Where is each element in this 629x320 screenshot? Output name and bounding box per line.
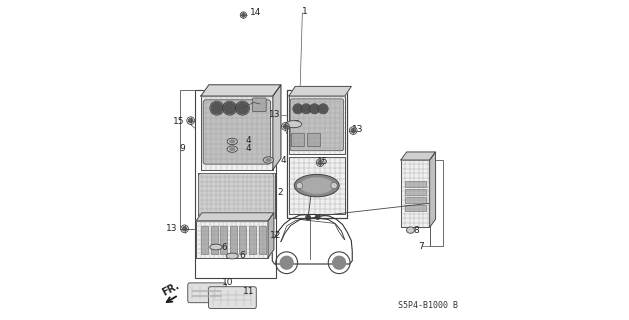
Bar <box>249 226 256 254</box>
Bar <box>201 226 208 254</box>
Bar <box>404 197 426 203</box>
Bar <box>196 221 268 258</box>
Bar <box>201 96 273 170</box>
Ellipse shape <box>264 157 274 163</box>
Bar <box>291 133 304 146</box>
Circle shape <box>283 124 287 129</box>
Ellipse shape <box>230 140 235 143</box>
Bar <box>430 160 442 246</box>
Text: 9: 9 <box>179 144 185 153</box>
Bar <box>201 96 273 170</box>
Bar <box>287 90 347 218</box>
Ellipse shape <box>286 121 302 128</box>
Circle shape <box>211 102 223 114</box>
Polygon shape <box>401 152 435 160</box>
Bar <box>289 96 345 154</box>
Text: 15: 15 <box>317 157 328 166</box>
Ellipse shape <box>406 227 415 233</box>
Polygon shape <box>430 152 435 227</box>
Polygon shape <box>289 86 352 96</box>
Text: S5P4-B1000 B: S5P4-B1000 B <box>399 301 459 310</box>
Circle shape <box>182 227 187 231</box>
Circle shape <box>224 102 235 114</box>
Text: 3: 3 <box>320 186 326 195</box>
Text: 13: 13 <box>352 125 364 134</box>
Text: 13: 13 <box>269 110 281 119</box>
Bar <box>239 226 247 254</box>
Circle shape <box>318 160 323 165</box>
Bar <box>220 226 227 254</box>
Polygon shape <box>268 213 274 258</box>
Ellipse shape <box>294 174 339 197</box>
Circle shape <box>189 118 192 123</box>
Bar <box>404 189 426 195</box>
Text: 14: 14 <box>250 8 261 17</box>
Bar <box>289 157 345 214</box>
Circle shape <box>316 215 320 219</box>
Bar <box>198 173 274 218</box>
Text: 10: 10 <box>221 278 233 287</box>
Circle shape <box>310 105 319 113</box>
Text: 2: 2 <box>277 188 283 197</box>
Ellipse shape <box>300 177 333 194</box>
Text: 5: 5 <box>294 120 299 129</box>
Bar <box>194 90 276 278</box>
Polygon shape <box>201 85 281 96</box>
Circle shape <box>306 215 310 220</box>
Circle shape <box>294 105 302 113</box>
FancyBboxPatch shape <box>252 98 266 112</box>
Text: 1: 1 <box>303 7 308 16</box>
FancyBboxPatch shape <box>198 173 274 215</box>
Circle shape <box>242 13 245 17</box>
FancyBboxPatch shape <box>203 100 270 164</box>
Text: 8: 8 <box>414 226 420 235</box>
Circle shape <box>331 182 337 189</box>
Polygon shape <box>196 213 274 221</box>
Circle shape <box>281 256 293 269</box>
Bar <box>404 205 426 211</box>
Text: 6: 6 <box>221 243 228 252</box>
Text: 12: 12 <box>270 231 282 240</box>
Ellipse shape <box>227 146 237 152</box>
Bar <box>401 160 430 227</box>
Text: 13: 13 <box>166 224 178 233</box>
Ellipse shape <box>210 244 222 250</box>
Text: 4: 4 <box>246 144 252 153</box>
Bar <box>196 221 268 258</box>
Bar <box>404 181 426 187</box>
Polygon shape <box>273 85 281 170</box>
Ellipse shape <box>265 158 271 162</box>
Bar <box>289 157 345 214</box>
FancyBboxPatch shape <box>290 99 343 151</box>
Circle shape <box>296 182 303 189</box>
Bar <box>211 226 218 254</box>
Bar <box>401 160 430 227</box>
Text: 15: 15 <box>174 117 185 126</box>
Bar <box>198 173 274 218</box>
Circle shape <box>351 128 355 133</box>
Bar <box>230 226 237 254</box>
Bar <box>259 226 265 254</box>
Bar <box>307 133 320 146</box>
Bar <box>289 96 345 154</box>
FancyBboxPatch shape <box>188 283 226 303</box>
Text: 4: 4 <box>246 136 252 145</box>
FancyBboxPatch shape <box>209 287 256 308</box>
Circle shape <box>319 105 327 113</box>
Circle shape <box>302 105 310 113</box>
Text: 7: 7 <box>418 242 424 251</box>
Circle shape <box>237 102 248 114</box>
Circle shape <box>333 256 345 269</box>
Ellipse shape <box>230 148 235 151</box>
Text: FR.: FR. <box>161 280 181 298</box>
Text: 11: 11 <box>243 287 254 296</box>
Text: 6: 6 <box>239 252 245 260</box>
Ellipse shape <box>227 138 237 145</box>
Text: 4: 4 <box>281 156 287 164</box>
Ellipse shape <box>226 253 238 259</box>
